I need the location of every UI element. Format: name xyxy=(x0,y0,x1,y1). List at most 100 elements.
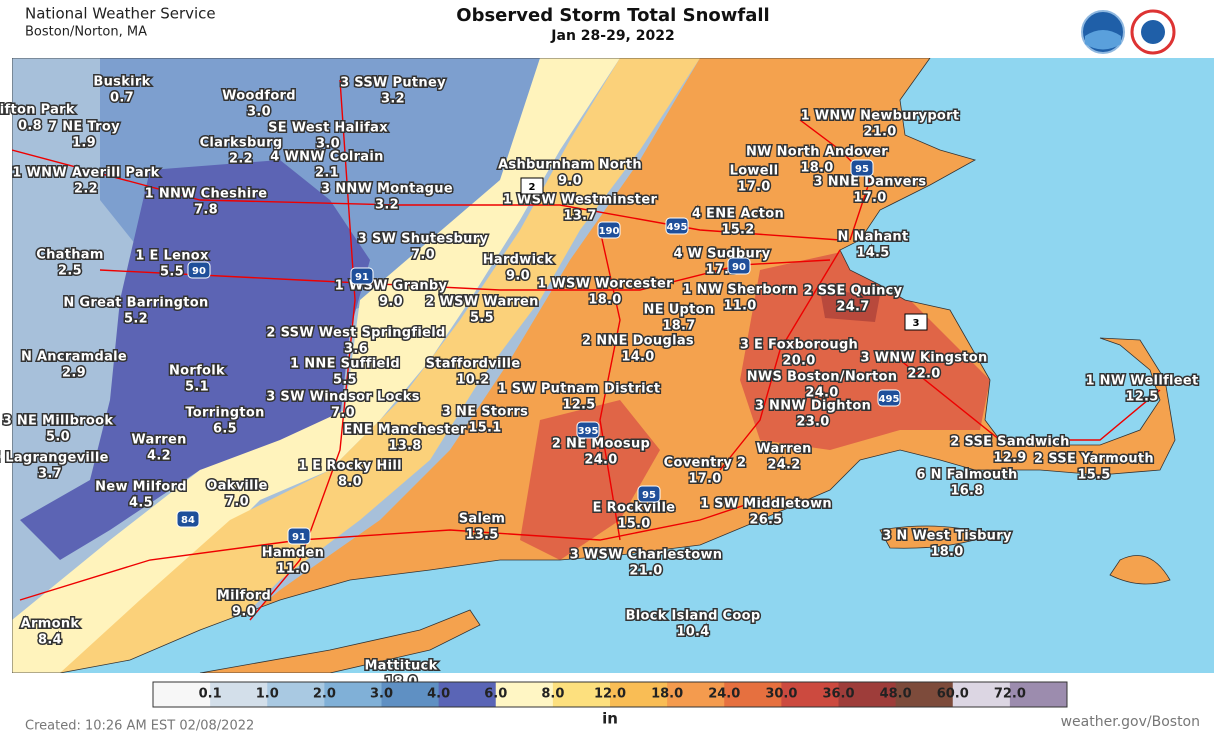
station-name: New Milford xyxy=(95,480,187,495)
station-value: 11.0 xyxy=(723,299,756,314)
station-name: 4 W Sudbury xyxy=(673,247,770,262)
station-name: Woodford xyxy=(222,89,296,104)
shield xyxy=(350,267,374,285)
station-name: Clifton Park xyxy=(0,103,75,118)
station-name: NW North Andover xyxy=(746,145,888,160)
station-value: 14.5 xyxy=(856,246,889,261)
station-name: 3 SW Shutesbury xyxy=(358,232,489,247)
station-value: 7.8 xyxy=(194,203,218,218)
station-name: Coventry 2 xyxy=(664,456,747,471)
station-value: 12.5 xyxy=(1125,390,1158,405)
station-value: 22.0 xyxy=(907,367,940,382)
shield-label: 190 xyxy=(599,226,620,237)
legend-swatch xyxy=(552,682,611,707)
station-value: 6.5 xyxy=(213,422,237,437)
station-name: Torrington xyxy=(185,406,264,421)
legend-swatch xyxy=(667,682,725,707)
station-name: 3 NE Millbrook xyxy=(3,414,114,429)
shields: 190 495 90 91 90 95 495 395 95 84 91 2 3 xyxy=(176,159,928,545)
station-value: 10.4 xyxy=(676,625,709,640)
roads xyxy=(12,79,1161,621)
station-value: 5.0 xyxy=(46,430,70,445)
station-name: 2 SSE Sandwich xyxy=(950,435,1069,450)
station-value: 13.7 xyxy=(563,209,596,224)
station-value: 21.0 xyxy=(629,564,662,579)
legend-swatch xyxy=(724,682,782,707)
station-name: 1 WSW Westminster xyxy=(503,193,658,208)
legend-swatch xyxy=(895,682,954,707)
station-value: 2.2 xyxy=(74,182,98,197)
station-name: E Lagrangeville xyxy=(0,451,109,466)
station-name: 3 E Foxborough xyxy=(740,338,858,353)
station-name: SE West Halifax xyxy=(268,121,388,136)
station-value: 14.0 xyxy=(621,350,654,365)
station-value: 12.9 xyxy=(993,451,1026,466)
shield-label: 3 xyxy=(913,318,920,329)
station-name: 2 NNE Douglas xyxy=(582,334,694,349)
station-value: 17.0 xyxy=(737,180,770,195)
station-value: 24.7 xyxy=(836,300,869,315)
station-name: Armonk xyxy=(21,617,80,632)
legend-label: 6.0 xyxy=(484,687,507,702)
legend-unit: in xyxy=(602,710,618,728)
legend-swatch xyxy=(381,682,440,707)
legend-label: 12.0 xyxy=(594,687,626,702)
station-name: 4 ENE Acton xyxy=(692,207,784,222)
station-name: 1 NW Sherborn xyxy=(683,283,798,298)
legend-label: 1.0 xyxy=(256,687,279,702)
station-name: Staffordville xyxy=(426,357,521,372)
legend-swatch xyxy=(495,682,554,707)
station-name: Block Island Coop xyxy=(626,609,761,624)
station-name: 3 NE Storrs xyxy=(442,405,528,420)
station-name: Buskirk xyxy=(93,75,150,90)
station-value: 18.0 xyxy=(588,293,621,308)
station-value: 5.2 xyxy=(124,312,148,327)
created: Created: 10:26 AM EST 02/08/2022 xyxy=(25,719,254,734)
station-name: Warren xyxy=(131,433,186,448)
shield xyxy=(576,421,600,439)
station-value: 3.0 xyxy=(247,105,271,120)
station-value: 12.5 xyxy=(562,398,595,413)
station-value: 9.0 xyxy=(379,295,403,310)
station-name: Milford xyxy=(217,589,271,604)
legend-swatch xyxy=(952,682,1011,707)
station-name: Ashburnham North xyxy=(498,158,642,173)
site: weather.gov/Boston xyxy=(1061,714,1200,730)
shield-label: 90 xyxy=(732,262,746,273)
shield-label: 84 xyxy=(181,515,195,526)
station-value: 0.8 xyxy=(18,119,42,134)
station-name: Warren xyxy=(756,442,811,457)
shield-label: 495 xyxy=(667,222,688,233)
station-name: 3 NNE Danvers xyxy=(814,175,927,190)
shield xyxy=(287,527,311,545)
station-name: Mattituck xyxy=(364,659,437,674)
shield xyxy=(727,257,751,275)
station-value: 7.0 xyxy=(331,406,355,421)
station-name: 4 WNW Colrain xyxy=(270,150,383,165)
station-value: 0.7 xyxy=(110,91,134,106)
shield xyxy=(520,177,544,195)
station-name: 1 E Lenox xyxy=(135,249,209,264)
shield-label: 2 xyxy=(529,182,536,193)
station-name: 1 NNW Cheshire xyxy=(145,187,268,202)
legend-swatch xyxy=(438,682,497,707)
station-value: 9.0 xyxy=(558,174,582,189)
station-value: 16.8 xyxy=(950,484,983,499)
station-name: 3 N West Tisbury xyxy=(882,529,1012,544)
station-name: NWS Boston/Norton xyxy=(747,370,898,385)
legend-swatch xyxy=(153,682,211,707)
station-value: 8.0 xyxy=(338,475,362,490)
station-name: Oakville xyxy=(206,479,268,494)
station-name: N Great Barrington xyxy=(63,296,208,311)
legend-label: 8.0 xyxy=(541,687,564,702)
shield xyxy=(597,221,621,239)
station-name: Hardwick xyxy=(483,253,554,268)
station-value: 10.2 xyxy=(456,373,489,388)
station-name: 3 SSW Putney xyxy=(340,76,446,91)
legend-swatch xyxy=(324,682,382,707)
station-value: 9.0 xyxy=(232,605,256,620)
station-name: 1 SW Middletown xyxy=(700,497,832,512)
shield xyxy=(904,313,928,331)
station-name: 1 WSW Worcester xyxy=(537,277,673,292)
